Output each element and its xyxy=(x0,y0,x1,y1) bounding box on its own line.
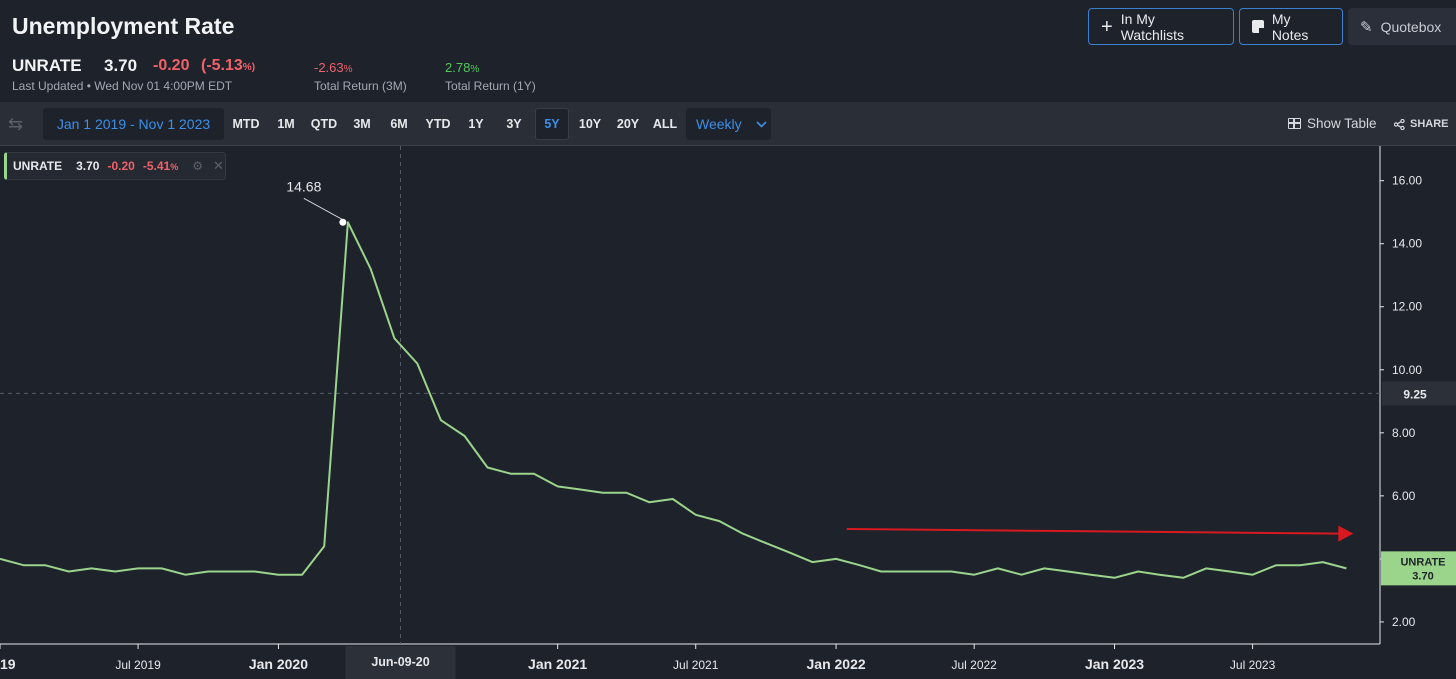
last-value-tag-name: UNRATE xyxy=(1400,556,1445,568)
table-icon xyxy=(1288,118,1301,129)
range-button-mtd[interactable]: MTD xyxy=(232,117,260,131)
crosshair-y-label-bg xyxy=(1382,381,1456,406)
last-value-tag xyxy=(1381,551,1456,586)
y-tick-label: 6.00 xyxy=(1392,489,1416,503)
range-button-1m[interactable]: 1M xyxy=(277,117,295,131)
settings-icon[interactable]: ⚙ xyxy=(192,159,203,173)
show-table-button[interactable]: Show Table xyxy=(1288,116,1377,131)
in-my-watchlists-button[interactable]: + In My Watchlists xyxy=(1088,8,1234,45)
y-tick-label: 16.00 xyxy=(1392,174,1422,188)
page-header: Unemployment Rate + In My Watchlists My … xyxy=(0,0,1456,102)
range-button-10y[interactable]: 10Y xyxy=(578,117,602,131)
plot-background xyxy=(0,146,1456,679)
peak-leader-line xyxy=(303,197,345,221)
quotebox-button[interactable]: ✎ Quotebox xyxy=(1348,8,1456,45)
trend-arrow-line xyxy=(846,527,1342,535)
unemployment-line-chart[interactable]: 2.00 6.00 8.00 10.00 12.00 14.00 16.00 2019 Jul … xyxy=(0,146,1456,679)
ticker-symbol: UNRATE xyxy=(12,56,82,75)
x-tick-label: Jan 2021 xyxy=(528,656,587,672)
series-line-unrate[interactable] xyxy=(0,221,1347,579)
y-tick-label: 8.00 xyxy=(1392,426,1416,440)
price-change: -0.20 xyxy=(153,57,190,74)
range-button-qtd[interactable]: QTD xyxy=(310,117,338,131)
interval-select[interactable]: Weekly xyxy=(686,108,771,140)
share-icon xyxy=(1394,118,1405,130)
last-value-tag-value: 3.70 xyxy=(1412,570,1433,582)
legend-value: 3.70 xyxy=(76,159,100,173)
peak-label: 14.68 xyxy=(286,178,321,194)
my-notes-label: My Notes xyxy=(1271,10,1309,43)
x-tick-label: Jul 2022 xyxy=(951,658,997,672)
x-tick-label: Jan 2022 xyxy=(807,656,866,672)
range-button-5y[interactable]: 5Y xyxy=(535,108,569,140)
compare-icon[interactable]: ⇆ xyxy=(8,114,24,134)
show-table-label: Show Table xyxy=(1307,116,1377,131)
pencil-icon: ✎ xyxy=(1360,18,1373,36)
note-icon xyxy=(1252,20,1264,33)
chevron-down-icon xyxy=(756,120,767,128)
y-tick-label: 12.00 xyxy=(1392,300,1422,314)
series-legend: UNRATE 3.70 -0.20 -5.41% ⚙ ✕ xyxy=(4,152,226,180)
in-my-watchlists-label: In My Watchlists xyxy=(1120,10,1184,43)
range-button-3y[interactable]: 3Y xyxy=(506,117,522,131)
last-updated: Last Updated • Wed Nov 01 4:00PM EDT xyxy=(12,79,233,93)
return-1y-label: Total Return (1Y) xyxy=(445,79,536,93)
x-tick-label: 2019 xyxy=(0,656,16,672)
share-button[interactable]: SHARE xyxy=(1394,118,1449,130)
return-3m-label: Total Return (3M) xyxy=(314,79,407,93)
crosshair-x-label: Jun-09-20 xyxy=(371,655,429,669)
my-notes-button[interactable]: My Notes xyxy=(1239,8,1343,45)
share-label: SHARE xyxy=(1410,118,1449,130)
return-3m-value: -2.63% xyxy=(314,60,353,75)
range-button-20y[interactable]: 20Y xyxy=(616,117,640,131)
date-range-picker[interactable]: Jan 1 2019 - Nov 1 2023 xyxy=(43,108,224,140)
y-tick-label: 2.00 xyxy=(1392,615,1416,629)
crosshair-x-label-bg xyxy=(345,646,456,679)
current-price: 3.70 xyxy=(104,56,138,75)
return-1y-value: 2.78% xyxy=(445,60,480,75)
legend-change-percent: -5.41% xyxy=(142,159,179,173)
plus-icon: + xyxy=(1101,15,1113,38)
peak-marker xyxy=(339,218,347,226)
x-tick-label: Jul 2023 xyxy=(1230,658,1276,672)
x-tick-label: Jul 2021 xyxy=(673,658,719,672)
quotebox-label: Quotebox xyxy=(1380,18,1442,35)
range-button-all[interactable]: ALL xyxy=(652,117,678,131)
range-button-6m[interactable]: 6M xyxy=(390,117,408,131)
crosshair-y-label: 9.25 xyxy=(1403,387,1427,401)
page-title: Unemployment Rate xyxy=(12,13,235,39)
chart-toolbar: ⇆ Jan 1 2019 - Nov 1 2023 MTD 1M QTD 3M 6M YT… xyxy=(0,102,1456,146)
x-tick-label: Jan 2023 xyxy=(1085,656,1144,672)
x-tick-label: Jul 2019 xyxy=(115,658,161,672)
trend-arrow-head xyxy=(1338,525,1354,542)
price-change-percent: (-5.13%) xyxy=(201,57,256,74)
legend-ticker: UNRATE xyxy=(13,159,63,173)
range-button-1y[interactable]: 1Y xyxy=(468,117,484,131)
interval-label: Weekly xyxy=(696,116,742,132)
y-tick-label: 14.00 xyxy=(1392,237,1422,251)
range-button-3m[interactable]: 3M xyxy=(353,117,371,131)
x-tick-label: Jan 2020 xyxy=(249,656,308,672)
range-button-ytd[interactable]: YTD xyxy=(425,117,451,131)
legend-change: -0.20 xyxy=(107,159,135,173)
close-icon[interactable]: ✕ xyxy=(212,158,224,173)
y-tick-label: 10.00 xyxy=(1392,363,1422,377)
